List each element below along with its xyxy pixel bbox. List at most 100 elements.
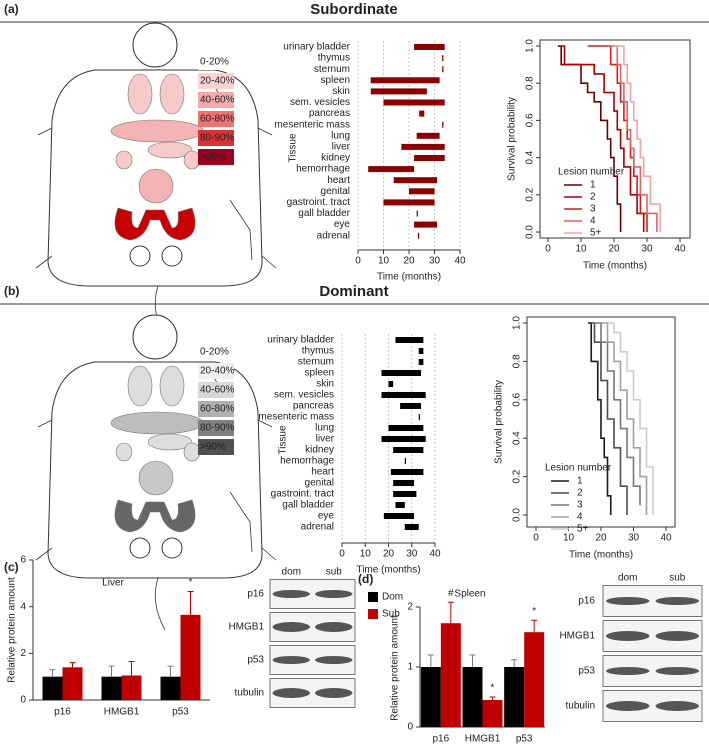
x-tick-label: 0 bbox=[339, 549, 345, 560]
y-tick-label: 0.6 bbox=[512, 392, 523, 406]
range-bar bbox=[395, 337, 424, 343]
y-tick-label: 0.4 bbox=[525, 150, 536, 164]
legend-label: 4 bbox=[590, 216, 596, 227]
legend-label: 20-40% bbox=[200, 366, 235, 377]
legend-swatch bbox=[198, 111, 234, 127]
panel-title: Subordinate bbox=[310, 1, 398, 18]
legend-swatch bbox=[198, 382, 234, 398]
legend-swatch bbox=[198, 344, 234, 360]
category-label: genital bbox=[305, 478, 334, 489]
range-bar bbox=[419, 110, 425, 117]
blot-band bbox=[655, 631, 700, 641]
legend-label: 1 bbox=[577, 476, 583, 487]
bar bbox=[101, 676, 122, 700]
x-tick-label: 40 bbox=[454, 256, 466, 267]
blot-row: HMGB1 bbox=[559, 631, 595, 642]
legend-swatch bbox=[198, 130, 234, 146]
error-bar bbox=[167, 665, 174, 677]
blot-column: sub bbox=[669, 573, 686, 584]
survival-curve bbox=[601, 322, 648, 515]
range-bar bbox=[370, 77, 440, 84]
range-bar bbox=[388, 425, 424, 431]
bar bbox=[42, 676, 63, 700]
y-tick-label: 0.2 bbox=[512, 469, 523, 483]
category-label: spleen bbox=[305, 368, 334, 379]
legend-swatch bbox=[198, 73, 234, 89]
x-axis-label: Time (months) bbox=[356, 565, 420, 576]
legend-swatch bbox=[198, 54, 234, 70]
blot-row: tubulin bbox=[566, 701, 595, 712]
range-bar bbox=[393, 177, 438, 184]
legend-label: 0-20% bbox=[200, 347, 229, 358]
range-bar bbox=[393, 491, 417, 497]
x-tick-label: p16 bbox=[54, 707, 71, 718]
category-label: spleen bbox=[321, 75, 350, 86]
blot-column: dom bbox=[618, 573, 637, 584]
x-tick-label: 0 bbox=[545, 244, 551, 255]
x-tick-label: 30 bbox=[641, 244, 653, 255]
bar bbox=[440, 623, 461, 727]
error-bar bbox=[69, 662, 76, 668]
range-bar bbox=[442, 121, 444, 128]
category-label: heart bbox=[327, 175, 350, 186]
category-label: gastroint. tract bbox=[287, 197, 351, 208]
category-label: liver bbox=[316, 434, 335, 445]
blot-band bbox=[605, 701, 650, 711]
category-label: thymus bbox=[318, 53, 350, 64]
y-tick-label: 4 bbox=[20, 601, 26, 612]
y-tick-label: 0.4 bbox=[512, 431, 523, 445]
x-tick-label: 30 bbox=[406, 549, 418, 560]
blot-band bbox=[605, 597, 650, 605]
survival-curve bbox=[607, 322, 654, 515]
x-tick-label: 0 bbox=[355, 256, 361, 267]
survival-curve bbox=[614, 45, 661, 232]
plot-frame bbox=[539, 39, 691, 239]
legend-label: 80-90% bbox=[200, 133, 235, 144]
category-label: eye bbox=[318, 511, 335, 522]
y-tick-label: 6 bbox=[20, 555, 26, 566]
x-tick-label: 30 bbox=[628, 533, 640, 544]
chart-title: Spleen bbox=[454, 589, 485, 600]
chart-title: Liver bbox=[102, 578, 124, 589]
range-bar bbox=[383, 513, 415, 519]
blot-band bbox=[655, 667, 700, 675]
legend-label: 40-60% bbox=[200, 385, 235, 396]
category-label: mesenteric mass bbox=[258, 412, 334, 423]
category-label: sternum bbox=[314, 64, 350, 75]
category-label: heart bbox=[311, 467, 334, 478]
bar bbox=[462, 667, 483, 727]
panel-label: (c) bbox=[4, 560, 19, 574]
legend-label: 1 bbox=[590, 180, 596, 191]
blot-band bbox=[272, 688, 310, 698]
category-label: gall bladder bbox=[298, 208, 350, 219]
range-bar bbox=[404, 458, 406, 464]
significance-marker: * bbox=[532, 606, 536, 617]
range-bar bbox=[381, 370, 422, 376]
y-tick-label: 2 bbox=[20, 648, 26, 659]
legend-swatch bbox=[198, 149, 234, 165]
legend-label: 20-40% bbox=[200, 76, 235, 87]
category-label: hemorrhage bbox=[280, 456, 334, 467]
range-bar bbox=[414, 44, 445, 50]
survival-curve bbox=[607, 45, 658, 232]
x-axis-label: Time (months) bbox=[377, 272, 441, 283]
category-label: lung bbox=[331, 130, 350, 141]
y-tick-label: 0.8 bbox=[525, 76, 536, 90]
panel-label: (d) bbox=[358, 572, 373, 586]
legend-swatch bbox=[198, 92, 234, 108]
legend-label: 0-20% bbox=[200, 57, 229, 68]
blot-column: sub bbox=[326, 567, 343, 578]
blot-band bbox=[315, 688, 353, 698]
error-bar bbox=[187, 591, 194, 615]
y-tick-label: 1 bbox=[407, 662, 413, 673]
x-tick-label: 40 bbox=[660, 533, 672, 544]
y-tick-label: 0.6 bbox=[525, 113, 536, 127]
range-bar bbox=[409, 188, 435, 195]
y-tick-label: 0.8 bbox=[512, 354, 523, 368]
range-bar bbox=[393, 447, 424, 453]
legend-label: 60-80% bbox=[200, 114, 235, 125]
y-tick-label: 0 bbox=[20, 695, 26, 706]
y-axis-label: Relative protein amount bbox=[7, 577, 18, 683]
y-axis-label: Tissue bbox=[288, 133, 299, 163]
